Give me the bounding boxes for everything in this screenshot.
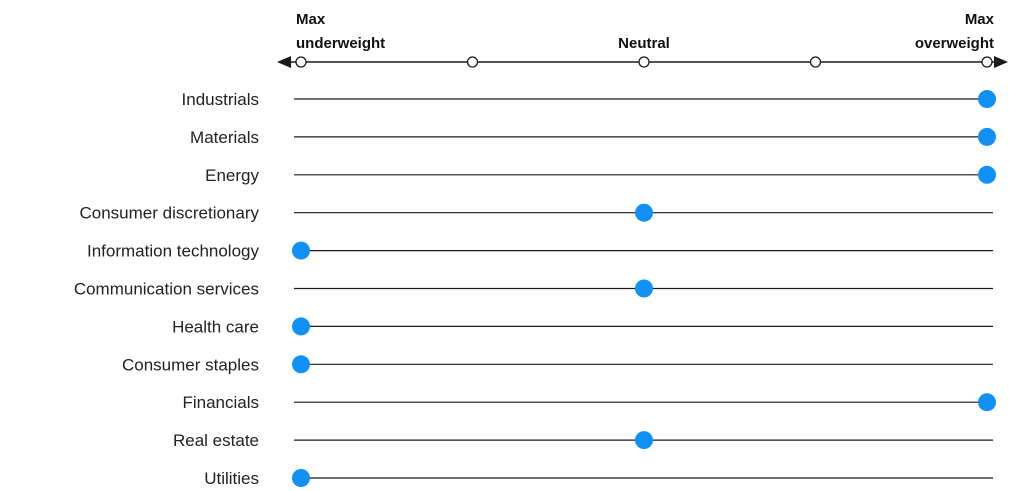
scale-label-left-line1: Max [296,11,326,28]
scale-step-marker [638,56,650,68]
category-label: Consumer staples [122,355,259,374]
category-row: Consumer staples [122,355,993,374]
category-label: Financials [182,393,259,412]
category-rows: Industrials Materials Energy Consumer discr… [74,90,996,488]
category-row: Real estate [173,431,993,450]
category-row: Industrials [182,90,996,109]
position-dot [978,165,996,184]
category-label: Communication services [74,280,259,299]
scale-step-marker [295,56,307,68]
position-dot [635,431,653,450]
category-row: Information technology [87,241,993,261]
position-dot [978,127,996,146]
category-label: Industrials [182,90,259,109]
category-label: Materials [190,128,259,147]
scale-label-right-line2: overweight [915,35,994,52]
category-label: Consumer discretionary [79,204,259,223]
category-label: Health care [172,317,259,336]
scale-step-marker [466,56,479,68]
category-label: Utilities [204,469,259,488]
category-label: Energy [205,166,259,185]
category-row: Energy [205,165,996,185]
scale-step-marker [981,56,993,68]
category-row: Utilities [204,469,993,488]
category-row: Financials [182,393,996,412]
position-dot [978,90,996,108]
position-dot [635,203,653,222]
position-dot [635,279,653,298]
arrow-left-icon [277,56,291,68]
scale-label-right-line1: Max [965,11,995,28]
category-row: Materials [190,127,996,147]
scale-axis: Max underweight Neutral Max overweight [277,11,1008,68]
scale-label-neutral: Neutral [618,35,670,52]
position-dot [292,317,310,336]
position-dot [292,469,310,487]
position-dot [978,393,996,412]
arrow-right-icon [994,56,1008,68]
category-row: Consumer discretionary [79,203,993,223]
scale-step-marker [809,56,822,68]
category-row: Communication services [74,279,993,299]
position-dot [292,355,310,374]
scale-label-left-line2: underweight [296,35,385,52]
category-label: Information technology [87,242,259,261]
category-row: Health care [172,317,993,336]
position-dot [292,241,310,260]
category-label: Real estate [173,431,259,450]
